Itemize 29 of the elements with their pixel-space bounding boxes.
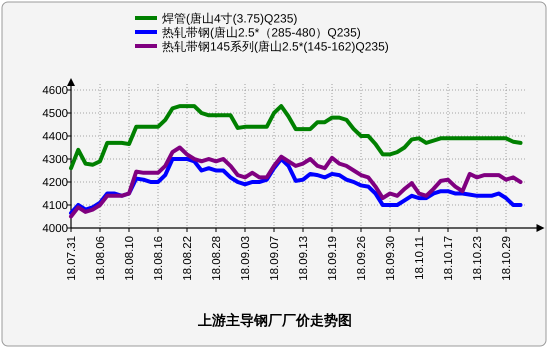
x-tick-label: 18.09.07 bbox=[269, 236, 281, 281]
x-tick-label: 18.10.29 bbox=[501, 236, 513, 281]
y-tick-label: 4300 bbox=[42, 154, 68, 166]
y-tick-label: 4500 bbox=[42, 108, 68, 120]
x-tick-label: 18.08.16 bbox=[153, 236, 165, 281]
line-series bbox=[69, 146, 522, 218]
y-tick-label: 4000 bbox=[42, 223, 68, 235]
x-tick-label: 18.10.23 bbox=[472, 236, 484, 281]
legend-label: 热轧带钢(唐山2.5*（285-480）Q235) bbox=[162, 26, 361, 40]
legend-label: 热轧带钢145系列(唐山2.5*(145-162)Q235) bbox=[162, 40, 389, 54]
y-tick-label: 4600 bbox=[42, 85, 68, 97]
x-tick-label: 18.09.19 bbox=[327, 236, 339, 281]
x-tick-label: 18.08.10 bbox=[124, 236, 136, 281]
x-tick-label: 18.08.22 bbox=[182, 236, 194, 281]
x-tick-label: 18.08.06 bbox=[95, 236, 107, 281]
legend-label: 焊管(唐山4寸(3.75)Q235) bbox=[162, 12, 298, 26]
text: 上游主导钢厂厂价走势图 bbox=[197, 312, 352, 328]
y-tick-label: 4200 bbox=[42, 177, 68, 189]
x-tick-label: 18.09.03 bbox=[240, 236, 252, 281]
x-tick-label: 18.09.30 bbox=[385, 236, 397, 281]
x-tick-label: 18.08.28 bbox=[211, 236, 223, 281]
x-tick-label: 18.10.17 bbox=[443, 236, 455, 281]
y-tick-label: 4100 bbox=[42, 200, 68, 212]
y-tick-label: 4400 bbox=[42, 131, 68, 143]
x-tick-label: 18.09.13 bbox=[298, 236, 310, 281]
x-tick-label: 18.10.11 bbox=[414, 236, 426, 280]
x-tick-label: 18.07.31 bbox=[66, 236, 78, 281]
x-tick-label: 18.09.26 bbox=[356, 236, 368, 281]
line-series bbox=[69, 104, 522, 170]
